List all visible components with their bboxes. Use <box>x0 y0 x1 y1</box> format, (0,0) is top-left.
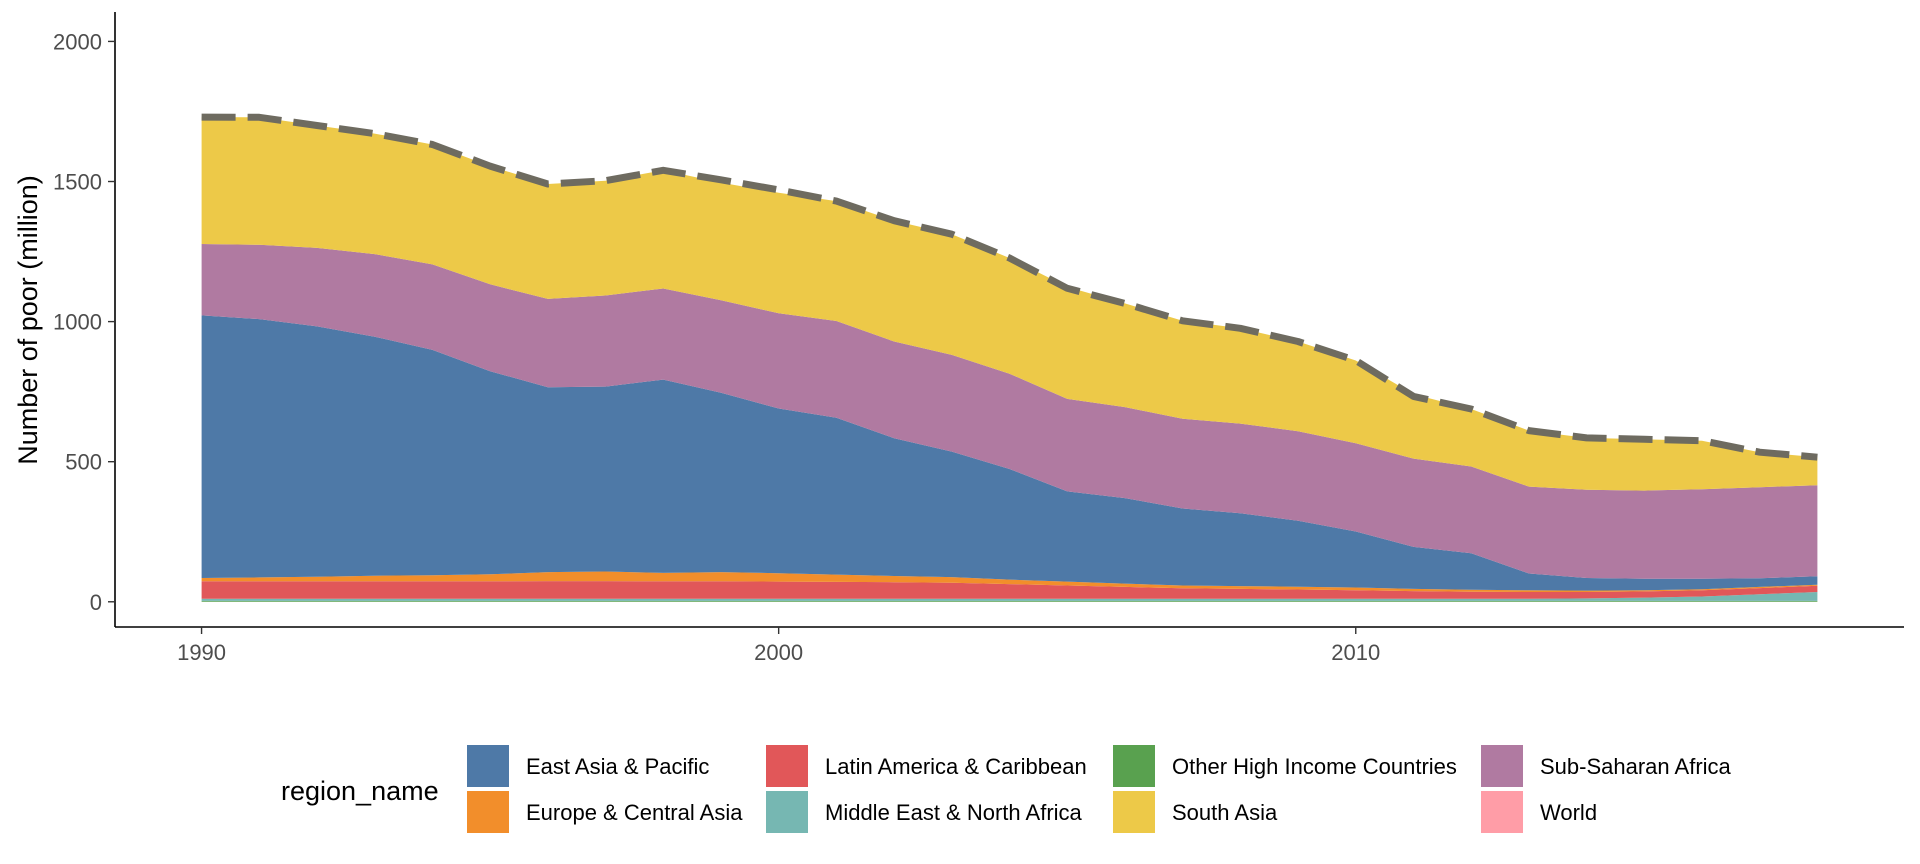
world-total-line <box>201 113 1818 461</box>
legend-swatch-other-high-income-countries <box>1113 745 1155 787</box>
legend-swatch-world <box>1481 791 1523 833</box>
legend-swatch-latin-america-and-caribbean <box>766 745 808 787</box>
legend-label-middle-east-and-north-africa: Middle East & North Africa <box>825 800 1083 825</box>
legend-item-east-asia-and-pacific: East Asia & Pacific <box>467 745 709 787</box>
legend-item-middle-east-and-north-africa: Middle East & North Africa <box>766 791 1083 833</box>
y-tick-label-500: 500 <box>65 450 102 475</box>
area-latin-america-and-caribbean <box>201 581 1818 599</box>
legend-item-south-asia: South Asia <box>1113 791 1278 833</box>
legend: region_name East Asia & Pacific Europe & … <box>281 745 1732 833</box>
legend-label-east-asia-and-pacific: East Asia & Pacific <box>526 754 709 779</box>
legend-item-other-high-income-countries: Other High Income Countries <box>1113 745 1457 787</box>
area-other-high-income-countries <box>201 600 1818 602</box>
area-sub-saharan-africa <box>201 244 1818 579</box>
y-tick-label-0: 0 <box>90 590 102 615</box>
y-tick-label-1000: 1000 <box>53 310 102 335</box>
legend-title: region_name <box>281 776 439 806</box>
legend-swatch-europe-and-central-asia <box>467 791 509 833</box>
legend-label-europe-and-central-asia: Europe & Central Asia <box>526 800 743 825</box>
legend-swatch-sub-saharan-africa <box>1481 745 1523 787</box>
legend-swatch-south-asia <box>1113 791 1155 833</box>
legend-label-world: World <box>1540 800 1597 825</box>
legend-swatch-east-asia-and-pacific <box>467 745 509 787</box>
y-tick-label-1500: 1500 <box>53 170 102 195</box>
axes: 0 500 1000 1500 2000 1990 2000 2010 <box>53 12 1904 665</box>
legend-label-sub-saharan-africa: Sub-Saharan Africa <box>1540 754 1732 779</box>
legend-label-latin-america-and-caribbean: Latin America & Caribbean <box>825 754 1087 779</box>
legend-label-south-asia: South Asia <box>1172 800 1278 825</box>
legend-item-europe-and-central-asia: Europe & Central Asia <box>467 791 743 833</box>
x-tick-label-1990: 1990 <box>177 640 226 665</box>
legend-swatch-middle-east-and-north-africa <box>766 791 808 833</box>
y-tick-label-2000: 2000 <box>53 29 102 54</box>
legend-item-latin-america-and-caribbean: Latin America & Caribbean <box>766 745 1087 787</box>
area-europe-and-central-asia <box>201 571 1818 592</box>
legend-label-other-high-income-countries: Other High Income Countries <box>1172 754 1457 779</box>
y-axis-title: Number of poor (million) <box>13 175 43 465</box>
area-layers <box>201 117 1818 602</box>
legend-item-sub-saharan-africa: Sub-Saharan Africa <box>1481 745 1732 787</box>
world-dashed-line <box>201 113 1818 461</box>
legend-item-world: World <box>1481 791 1597 833</box>
area-middle-east-and-north-africa <box>201 592 1818 601</box>
legend-items: East Asia & Pacific Europe & Central Asia… <box>467 745 1732 833</box>
x-tick-label-2000: 2000 <box>754 640 803 665</box>
x-tick-label-2010: 2010 <box>1331 640 1380 665</box>
area-east-asia-and-pacific <box>201 315 1818 591</box>
